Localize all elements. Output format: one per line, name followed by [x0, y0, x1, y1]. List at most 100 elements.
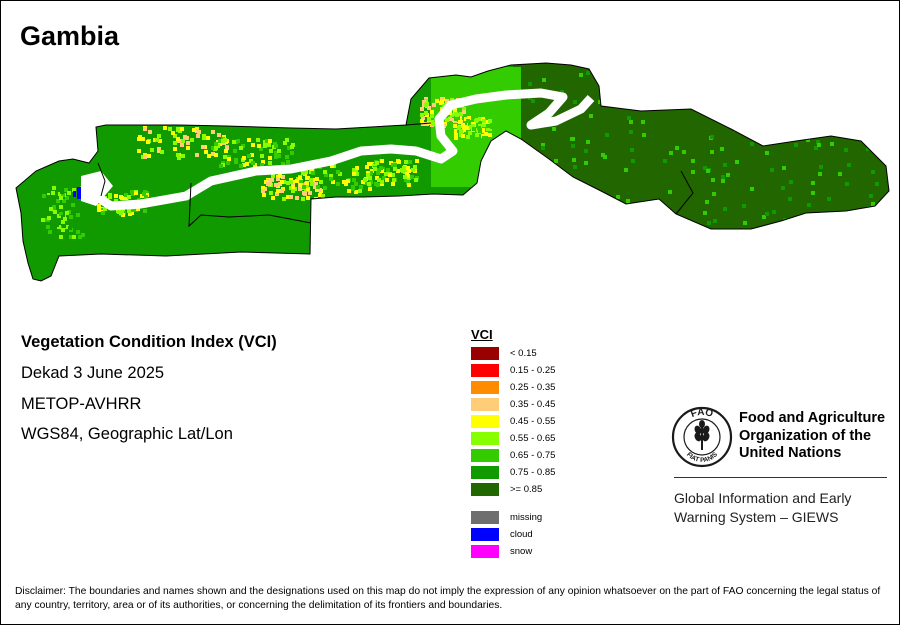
vci-pixel	[459, 129, 463, 133]
vci-pixel	[411, 168, 415, 172]
vci-pixel	[305, 184, 309, 188]
vci-pixel	[119, 195, 123, 199]
vci-pixel	[393, 167, 397, 171]
vci-pixel	[710, 150, 714, 154]
vci-pixel	[119, 211, 123, 215]
vci-pixel	[472, 127, 476, 131]
vci-pixel	[442, 103, 446, 107]
vci-pixel	[281, 175, 285, 179]
vci-pixel	[291, 185, 295, 189]
vci-pixel	[710, 82, 714, 86]
vci-pixel	[864, 110, 868, 114]
vci-pixel	[563, 193, 567, 197]
vci-pixel	[346, 179, 350, 183]
vci-pixel	[275, 192, 279, 196]
vci-pixel	[43, 189, 47, 193]
vci-pixel	[642, 133, 646, 137]
vci-pixel	[329, 177, 333, 181]
vci-pixel	[197, 130, 201, 134]
vci-pixel	[420, 107, 424, 111]
vci-pixel	[456, 117, 460, 121]
vci-pixel	[232, 140, 236, 144]
vci-pixel	[303, 192, 307, 196]
legend-swatch	[471, 347, 499, 360]
vci-pixel	[484, 132, 488, 136]
vci-pixel	[282, 197, 286, 201]
vci-pixel	[183, 135, 187, 139]
vci-pixel	[65, 196, 69, 200]
vci-pixel	[336, 182, 340, 186]
vci-pixel	[261, 186, 265, 190]
vci-pixel	[467, 116, 471, 120]
vci-pixel	[376, 171, 380, 175]
vci-pixel	[781, 186, 785, 190]
vci-pixel	[141, 137, 145, 141]
vci-pixel	[747, 78, 751, 82]
vci-pixel	[277, 149, 281, 153]
giews-name: Global Information and Early Warning Sys…	[674, 489, 851, 527]
vci-pixel	[468, 131, 472, 135]
vci-pixel	[124, 193, 128, 197]
vci-pixel	[72, 188, 76, 192]
vci-pixel	[306, 196, 310, 200]
vci-pixel	[856, 91, 860, 95]
vci-pixel	[196, 134, 200, 138]
vci-pixel	[525, 189, 529, 193]
vci-pixel	[276, 177, 280, 181]
vci-pixel	[114, 199, 118, 203]
vci-pixel	[427, 106, 431, 110]
vci-pixel	[218, 139, 222, 143]
vci-pixel	[713, 219, 717, 223]
vci-pixel	[201, 145, 205, 149]
vci-pixel	[299, 180, 303, 184]
vci-pixel	[459, 112, 463, 116]
vci-pixel	[239, 146, 243, 150]
vci-pixel	[352, 178, 356, 182]
vci-pixel	[144, 195, 148, 199]
vci-pixel	[466, 135, 470, 139]
vci-pixel	[219, 164, 223, 168]
vci-pixel	[457, 126, 461, 130]
vci-pixel	[407, 183, 411, 187]
vci-pixel	[143, 209, 147, 213]
vci-pixel	[309, 178, 313, 182]
vci-pixel	[629, 130, 633, 134]
vci-pixel	[450, 98, 454, 102]
divider	[674, 477, 887, 478]
vci-pixel	[430, 114, 434, 118]
vci-pixel	[283, 141, 287, 145]
vci-pixel	[224, 149, 228, 153]
vci-pixel	[461, 134, 465, 138]
vci-pixel	[157, 134, 161, 138]
vci-pixel	[711, 178, 715, 182]
vci-pixel	[55, 223, 59, 227]
vci-pixel	[176, 153, 180, 157]
vci-pixel	[814, 87, 818, 91]
vci-pixel	[626, 95, 630, 99]
vci-pixel	[579, 73, 583, 77]
vci-pixel	[271, 174, 275, 178]
vci-pixel	[788, 197, 792, 201]
vci-pixel	[430, 110, 434, 114]
legend-label: 0.25 - 0.35	[510, 382, 556, 393]
vci-pixel	[626, 199, 630, 203]
vci-pixel	[575, 208, 579, 212]
legend-label: 0.15 - 0.25	[510, 365, 556, 376]
vci-pixel	[290, 145, 294, 149]
vci-pixel	[486, 124, 490, 128]
vci-pixel	[233, 149, 237, 153]
vci-pixel	[286, 195, 290, 199]
giews-line: Global Information and Early	[674, 490, 852, 506]
vci-pixel	[280, 189, 284, 193]
legend-swatch	[471, 398, 499, 411]
vci-pixel	[286, 160, 290, 164]
admin-boundary-1	[97, 162, 106, 197]
vci-pixel	[58, 231, 62, 235]
vci-pixel	[404, 160, 408, 164]
vci-pixel	[663, 206, 667, 210]
vci-pixel	[269, 191, 273, 195]
admin-boundary-3	[405, 122, 432, 126]
vci-pixel	[330, 164, 334, 168]
vci-pixel	[256, 138, 260, 142]
